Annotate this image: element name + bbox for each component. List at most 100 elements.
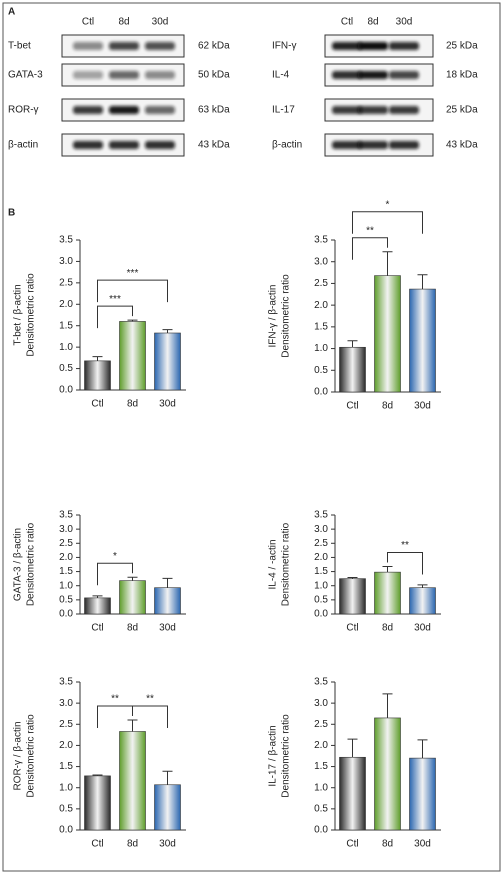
protein-label: IFN-γ xyxy=(272,41,296,52)
bar xyxy=(84,597,111,615)
y-tick-label: 1.5 xyxy=(59,566,73,577)
bar xyxy=(339,756,366,831)
bar xyxy=(409,757,436,831)
error-bar xyxy=(417,739,428,759)
error-bar xyxy=(162,329,173,333)
blot-band xyxy=(358,106,388,114)
y-tick-label: 3.5 xyxy=(314,235,328,246)
y-tick-label: 3.0 xyxy=(314,698,328,709)
x-tick-label: 8d xyxy=(382,839,393,850)
y-tick-label: 1.5 xyxy=(314,321,328,332)
y-tick-label: 2.0 xyxy=(59,299,73,310)
y-tick-label: 2.0 xyxy=(59,552,73,563)
significance-bracket xyxy=(352,237,388,260)
protein-label: ROR-γ xyxy=(8,105,39,116)
error-bar xyxy=(92,595,103,598)
y-tick-label: 3.5 xyxy=(314,510,328,521)
lane-label: Ctl xyxy=(82,17,94,28)
y-tick-label: 0.0 xyxy=(314,387,328,398)
blot-band xyxy=(145,71,175,79)
x-tick-label: 30d xyxy=(414,401,431,412)
error-bar xyxy=(382,565,393,573)
error-bar xyxy=(382,693,393,718)
size-label: 63 kDa xyxy=(198,105,230,116)
y-tick-label: 2.5 xyxy=(59,719,73,730)
error-bar xyxy=(347,577,358,579)
lane-label: 8d xyxy=(367,17,378,28)
significance-label: ** xyxy=(111,694,119,705)
y-tick-label: 0.5 xyxy=(59,594,73,605)
x-tick-label: Ctl xyxy=(346,839,358,850)
y-tick-label: 1.0 xyxy=(59,580,73,591)
x-tick-label: 8d xyxy=(127,839,138,850)
blot-band xyxy=(145,141,175,149)
y-tick-label: 0.5 xyxy=(314,803,328,814)
significance-bracket xyxy=(97,305,133,329)
y-tick-label: 2.0 xyxy=(314,740,328,751)
y-axis-label: Densitometric ratio xyxy=(281,274,292,358)
x-tick-label: 30d xyxy=(414,623,431,634)
bar xyxy=(119,731,146,831)
y-axis-label: ROR-γ / β-actin xyxy=(13,721,24,790)
blot-band xyxy=(358,141,388,149)
panel-label: B xyxy=(8,208,15,219)
x-tick-label: 8d xyxy=(382,401,393,412)
y-tick-label: 2.0 xyxy=(314,552,328,563)
y-tick-label: 3.0 xyxy=(314,524,328,535)
size-label: 43 kDa xyxy=(198,140,230,151)
y-axis-label: Densitometric ratio xyxy=(26,273,37,357)
y-tick-label: 0.0 xyxy=(59,825,73,836)
blot-band xyxy=(389,106,419,114)
significance-label: ** xyxy=(401,540,409,551)
y-tick-label: 2.0 xyxy=(59,740,73,751)
lane-label: 30d xyxy=(152,17,169,28)
y-axis-label: Densitometric ratio xyxy=(26,714,37,798)
lane-label: 30d xyxy=(396,17,413,28)
protein-label: T-bet xyxy=(8,41,31,52)
y-tick-label: 0.0 xyxy=(314,825,328,836)
significance-label: *** xyxy=(127,268,139,279)
blot-band xyxy=(389,141,419,149)
error-bar xyxy=(347,340,358,348)
protein-label: β-actin xyxy=(272,140,302,151)
blot-band xyxy=(109,71,139,79)
blot-band xyxy=(332,42,362,50)
significance-label: *** xyxy=(109,294,121,305)
y-axis-label: GATA-3 / β-actin xyxy=(13,528,24,601)
y-tick-label: 2.0 xyxy=(314,300,328,311)
protein-label: β-actin xyxy=(8,140,38,151)
bar xyxy=(154,332,181,391)
lane-label: 8d xyxy=(118,17,129,28)
y-tick-label: 1.0 xyxy=(314,782,328,793)
y-tick-label: 3.0 xyxy=(314,256,328,267)
y-tick-label: 0.5 xyxy=(59,803,73,814)
y-tick-label: 0.5 xyxy=(314,365,328,376)
lane-label: Ctl xyxy=(341,17,353,28)
bar xyxy=(409,288,436,393)
protein-label: IL-17 xyxy=(272,105,295,116)
y-tick-label: 3.5 xyxy=(314,677,328,688)
x-tick-label: 30d xyxy=(159,399,176,410)
y-tick-label: 1.5 xyxy=(59,761,73,772)
y-tick-label: 1.5 xyxy=(314,761,328,772)
significance-bracket xyxy=(132,705,168,729)
y-tick-label: 0.0 xyxy=(59,609,73,620)
y-tick-label: 1.0 xyxy=(59,342,73,353)
y-tick-label: 3.0 xyxy=(59,698,73,709)
y-tick-label: 2.5 xyxy=(314,719,328,730)
x-tick-label: 30d xyxy=(414,839,431,850)
bar xyxy=(339,346,366,393)
bar xyxy=(374,717,401,831)
significance-label: ** xyxy=(366,225,374,236)
y-tick-label: 3.0 xyxy=(59,256,73,267)
size-label: 43 kDa xyxy=(446,140,478,151)
bar xyxy=(119,321,146,391)
y-tick-label: 2.5 xyxy=(314,278,328,289)
x-tick-label: 8d xyxy=(127,623,138,634)
y-tick-label: 2.5 xyxy=(59,538,73,549)
bar xyxy=(154,587,181,615)
blot-band xyxy=(145,42,175,50)
x-tick-label: 8d xyxy=(127,399,138,410)
x-tick-label: 30d xyxy=(159,623,176,634)
